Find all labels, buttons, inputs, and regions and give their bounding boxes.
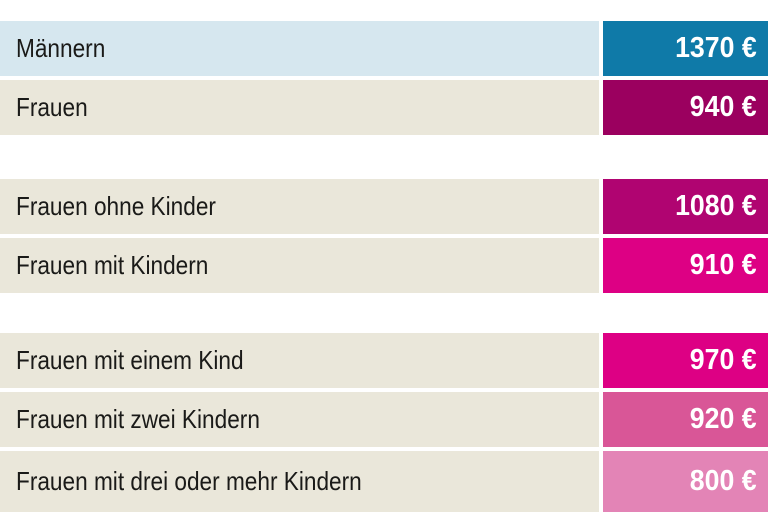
group-spacer bbox=[0, 297, 768, 333]
row-label-cell: Frauen ohne Kinder bbox=[0, 179, 599, 234]
row-label: Frauen mit zwei Kindern bbox=[16, 404, 260, 434]
value-badge: 940 € bbox=[603, 80, 768, 135]
table-row: Frauen mit Kindern 910 € bbox=[0, 238, 768, 293]
row-label: Frauen bbox=[16, 92, 88, 122]
table-row: Männern 1370 € bbox=[0, 21, 768, 76]
value-badge: 1370 € bbox=[603, 21, 768, 76]
table-row: Frauen 940 € bbox=[0, 80, 768, 135]
row-value: 910 € bbox=[690, 249, 757, 281]
row-label-cell: Frauen mit drei oder mehr Kindern bbox=[0, 451, 599, 512]
row-label-cell: Frauen mit einem Kind bbox=[0, 333, 599, 388]
table-row: Frauen mit drei oder mehr Kindern 800 € bbox=[0, 451, 768, 512]
row-label: Männern bbox=[16, 33, 106, 63]
value-badge: 800 € bbox=[603, 451, 768, 512]
row-label-cell: Frauen mit Kindern bbox=[0, 238, 599, 293]
row-value: 1080 € bbox=[675, 190, 757, 222]
row-label-cell: Männern bbox=[0, 21, 599, 76]
row-value: 940 € bbox=[690, 91, 757, 123]
row-value: 970 € bbox=[690, 344, 757, 376]
row-label-cell: Frauen mit zwei Kindern bbox=[0, 392, 599, 447]
group-spacer bbox=[0, 139, 768, 179]
row-label: Frauen ohne Kinder bbox=[16, 191, 216, 221]
row-label-cell: Frauen bbox=[0, 80, 599, 135]
table-row: Frauen mit einem Kind 970 € bbox=[0, 333, 768, 388]
value-badge: 1080 € bbox=[603, 179, 768, 234]
row-value: 800 € bbox=[690, 465, 757, 497]
row-label: Frauen mit drei oder mehr Kindern bbox=[16, 466, 362, 496]
row-label: Frauen mit einem Kind bbox=[16, 345, 244, 375]
row-label: Frauen mit Kindern bbox=[16, 250, 209, 280]
table-row: Frauen ohne Kinder 1080 € bbox=[0, 179, 768, 234]
value-badge: 920 € bbox=[603, 392, 768, 447]
value-badge: 910 € bbox=[603, 238, 768, 293]
row-value: 1370 € bbox=[675, 32, 757, 64]
row-value: 920 € bbox=[690, 403, 757, 435]
value-badge: 970 € bbox=[603, 333, 768, 388]
table-row: Frauen mit zwei Kindern 920 € bbox=[0, 392, 768, 447]
